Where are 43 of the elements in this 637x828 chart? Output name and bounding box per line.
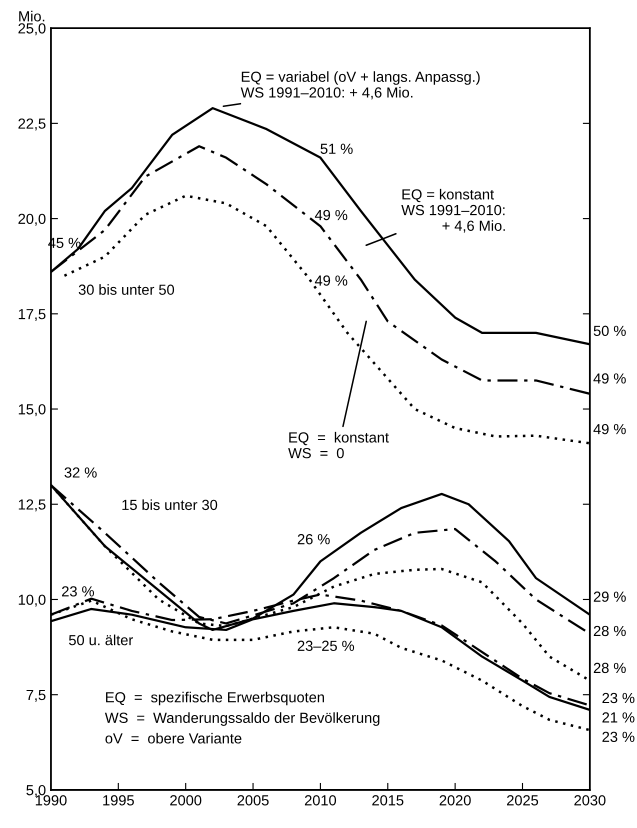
annotation: WS = Wanderungssaldo der Bevölkerung (104, 712, 380, 726)
y-tick-label: 17,5 (18, 309, 46, 321)
annotation: oV = obere Variante (105, 732, 242, 744)
y-tick-label: 20,0 (18, 214, 46, 226)
text: 23 % (602, 732, 634, 742)
x-tick-label: 2015 (372, 795, 404, 806)
text: 21 % (602, 712, 634, 723)
y-axis-title: Mio. (19, 10, 44, 22)
text: 49 % (593, 373, 626, 384)
text: 28 % (594, 626, 626, 636)
annotation: 26 % (298, 534, 330, 544)
x-tick-label: 2000 (170, 795, 202, 806)
x-tick-label: 2025 (507, 795, 538, 806)
text: 23 % (602, 692, 634, 704)
x-tick-label: 1990 (36, 795, 67, 806)
y-tick-label: 10,0 (18, 594, 46, 607)
text: 50 % (594, 326, 626, 336)
annotation: EQ = spezifische Erwerbsquoten (106, 692, 324, 706)
x-tick-label: 2010 (304, 795, 336, 806)
y-tick-label: 22,5 (18, 118, 46, 131)
annotation: 49 % (314, 275, 348, 286)
annotation: 15 bis unter 30 (122, 499, 218, 510)
annotation: 23 % (62, 586, 94, 597)
annotation: 50 u. älter (68, 634, 133, 646)
x-tick-label: 2005 (238, 795, 269, 806)
text: 29 % (594, 592, 626, 602)
annotation: EQ = konstant WS 1991–2010: + 4,6 Mio. (401, 188, 505, 233)
y-tick-label: 7,5 (26, 690, 46, 702)
annotation: EQ = variabel (oV + langs. Anpassg.) WS 1991–2010: + 4,6 Mio. (240, 71, 480, 100)
annotation: 30 bis unter 50 (78, 284, 174, 295)
annotation: 51 % (320, 144, 353, 154)
annotation: 32 % (64, 467, 97, 478)
annotation: 49 % (314, 210, 348, 220)
y-tick-label: 12,5 (18, 499, 46, 512)
annotation: EQ = konstant WS = 0 (288, 432, 389, 458)
x-tick-label: 2030 (574, 795, 606, 806)
text: 49 % (593, 424, 626, 434)
x-tick-label: 2020 (440, 795, 471, 806)
x-tick-label: 1995 (103, 795, 134, 806)
y-tick-label: 25,0 (18, 23, 46, 36)
text: 28 % (594, 662, 626, 674)
annotation: 23–25 % (298, 640, 354, 651)
y-tick-label: 15,0 (18, 404, 46, 416)
